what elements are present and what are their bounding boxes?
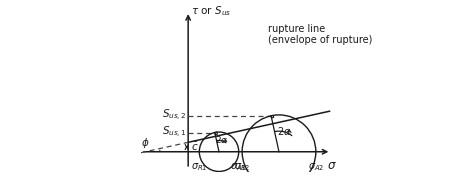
- Text: $2\alpha$: $2\alpha$: [277, 125, 291, 137]
- Text: $S_{us,1}$: $S_{us,1}$: [162, 125, 187, 140]
- Text: rupture line: rupture line: [268, 24, 325, 33]
- Text: $\tau$ or $S_{us}$: $\tau$ or $S_{us}$: [191, 4, 231, 18]
- Text: $\phi$: $\phi$: [141, 136, 150, 150]
- Text: $\sigma_{A2}$: $\sigma_{A2}$: [308, 161, 324, 173]
- Text: $2\alpha$: $2\alpha$: [215, 134, 228, 145]
- Text: $\sigma_{A1}$: $\sigma_{A1}$: [230, 161, 247, 173]
- Text: $\sigma_{R2}$: $\sigma_{R2}$: [234, 161, 250, 173]
- Text: $\bar{c}$: $\bar{c}$: [191, 141, 198, 153]
- Text: (envelope of rupture): (envelope of rupture): [268, 36, 372, 46]
- Text: $\sigma$: $\sigma$: [327, 159, 337, 172]
- Text: $\sigma_{R1}$: $\sigma_{R1}$: [191, 161, 208, 173]
- Text: $S_{us,2}$: $S_{us,2}$: [162, 108, 187, 123]
